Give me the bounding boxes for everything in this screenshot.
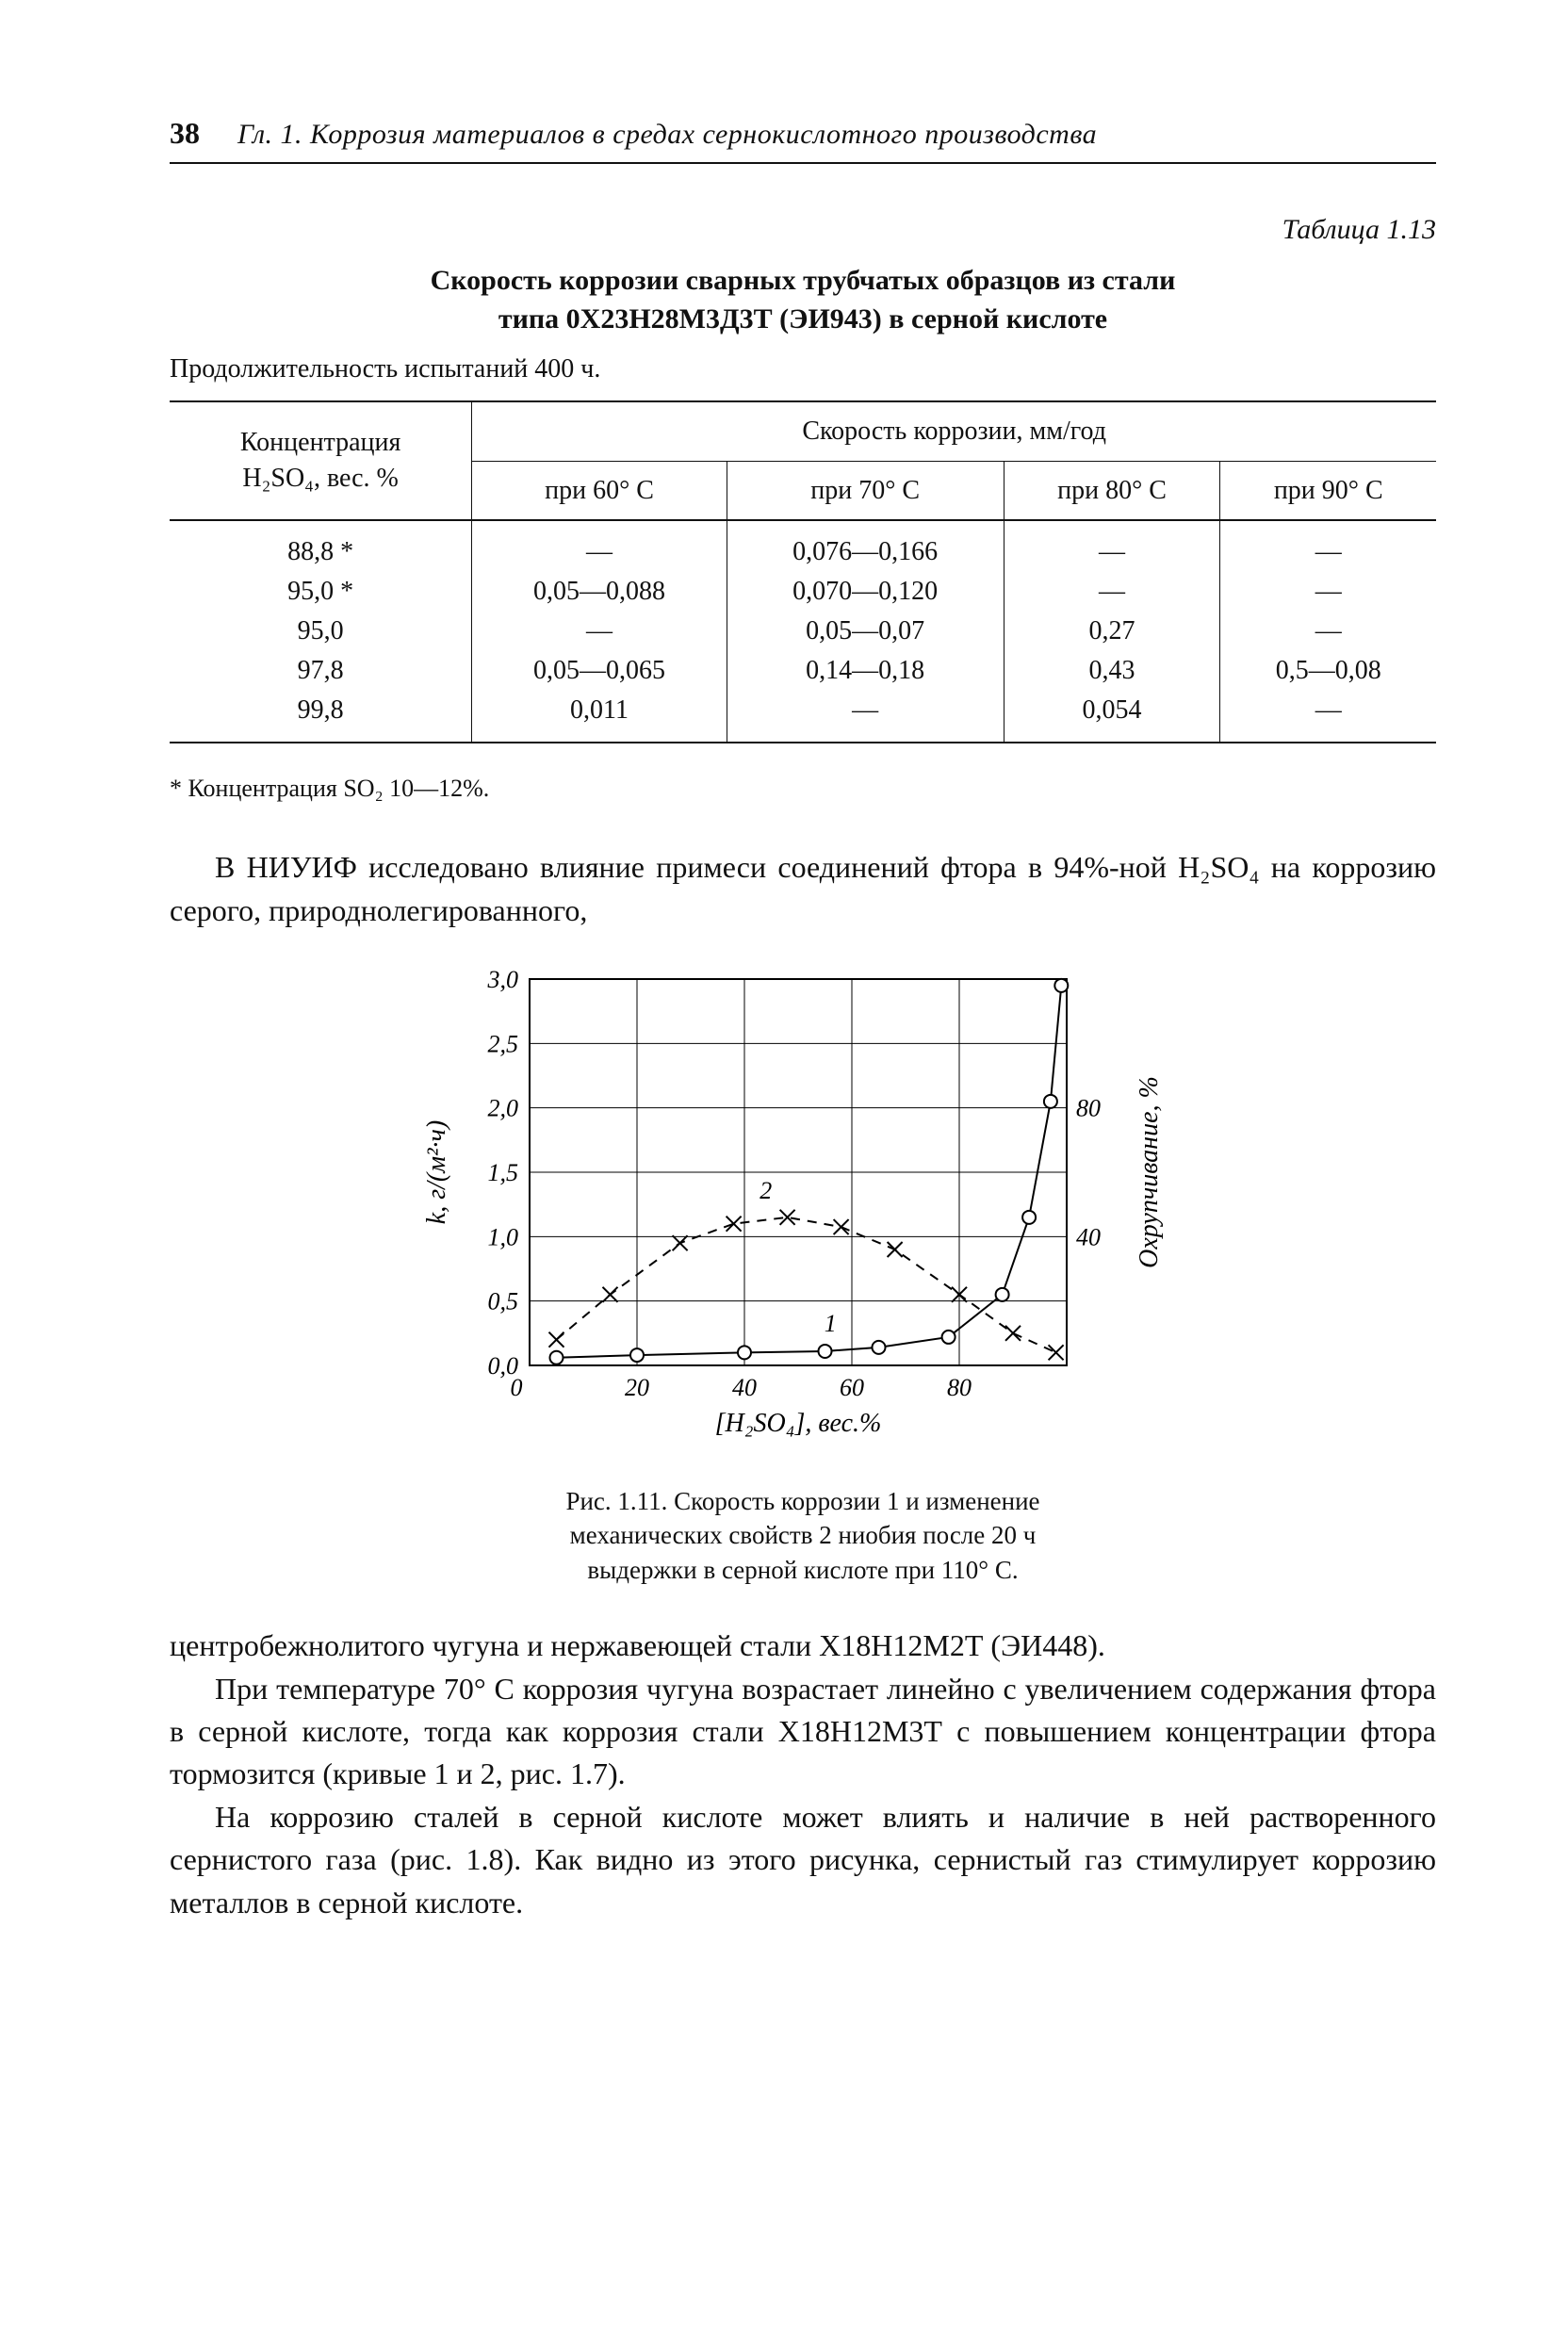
paragraph-1: В НИУИФ исследовано влияние примеси соед… xyxy=(170,846,1436,932)
figure-caption-l2: механических свойств 2 ниобия после 20 ч xyxy=(570,1521,1037,1549)
table-title-line1: Скорость коррозии сварных трубчатых обра… xyxy=(431,265,1176,296)
col-80: при 80° C xyxy=(1004,461,1220,520)
paragraph-4: На коррозию сталей в серной кислоте може… xyxy=(170,1796,1436,1924)
col-70: при 70° C xyxy=(727,461,1004,520)
corrosion-table: Концентрация H₂SO₄, вес. % Скорость корр… xyxy=(170,400,1436,744)
svg-text:k, г/(м²·ч): k, г/(м²·ч) xyxy=(422,1120,451,1224)
svg-text:40: 40 xyxy=(1076,1224,1101,1251)
paragraph-3-text: При температуре 70° C коррозия чугуна во… xyxy=(170,1672,1436,1791)
paragraph-3: При температуре 70° C коррозия чугуна во… xyxy=(170,1668,1436,1796)
chart-svg: 2040608000,00,51,01,52,02,53,04080k, г/(… xyxy=(407,960,1199,1450)
table-row: 88,8 *95,0 *95,097,899,8—0,05—0,088—0,05… xyxy=(170,520,1436,743)
svg-text:1: 1 xyxy=(825,1310,837,1337)
col-60: при 60° C xyxy=(472,461,727,520)
figure-caption-l3: выдержки в серной кислоте при 110° C. xyxy=(587,1556,1018,1584)
test-duration: Продолжительность испытаний 400 ч. xyxy=(170,351,1436,387)
svg-text:Охрупчивание, %: Охрупчивание, % xyxy=(1135,1077,1164,1269)
table-cell: ———0,5—0,08— xyxy=(1220,520,1436,743)
table-title-line2: типа 0Х23Н28М3Д3Т (ЭИ943) в серной кисло… xyxy=(498,303,1107,335)
svg-text:80: 80 xyxy=(1076,1095,1101,1122)
paragraph-4-text: На коррозию сталей в серной кислоте може… xyxy=(170,1800,1436,1919)
svg-text:60: 60 xyxy=(840,1374,864,1401)
svg-text:1,0: 1,0 xyxy=(488,1224,519,1251)
svg-text:[H₂SO₄], вес.%: [H₂SO₄], вес.% xyxy=(715,1409,882,1438)
figure-caption: Рис. 1.11. Скорость коррозии 1 и изменен… xyxy=(416,1484,1189,1587)
svg-text:3,0: 3,0 xyxy=(487,966,519,993)
svg-text:80: 80 xyxy=(947,1374,972,1401)
col-concentration-l1: Концентрация xyxy=(240,428,401,457)
paragraph-2-text: центробежнолитого чугуна и нержавеющей с… xyxy=(170,1628,1105,1662)
svg-text:2,0: 2,0 xyxy=(488,1095,519,1122)
svg-text:0,5: 0,5 xyxy=(488,1288,519,1315)
svg-text:2,5: 2,5 xyxy=(488,1031,519,1058)
svg-text:2: 2 xyxy=(760,1178,772,1205)
table-footnote: * Концентрация SO₂ 10—12%. xyxy=(170,772,1436,805)
table-label: Таблица 1.13 xyxy=(170,211,1436,250)
svg-text:0,0: 0,0 xyxy=(488,1352,519,1380)
table-title: Скорость коррозии сварных трубчатых обра… xyxy=(226,262,1380,338)
table-cell: ——0,270,430,054 xyxy=(1004,520,1220,743)
table-cell: 88,8 *95,0 *95,097,899,8 xyxy=(170,520,472,743)
running-title: Гл. 1. Коррозия материалов в средах серн… xyxy=(237,116,1097,155)
paragraph-1-text: В НИУИФ исследовано влияние примеси соед… xyxy=(170,850,1436,926)
table-cell: 0,076—0,1660,070—0,1200,05—0,070,14—0,18… xyxy=(727,520,1004,743)
running-head: 38 Гл. 1. Коррозия материалов в средах с… xyxy=(170,113,1436,155)
head-rule xyxy=(170,162,1436,164)
col-group-rate: Скорость коррозии, мм/год xyxy=(472,401,1436,461)
svg-text:1,5: 1,5 xyxy=(488,1159,519,1186)
svg-text:40: 40 xyxy=(732,1374,757,1401)
paragraph-2: центробежнолитого чугуна и нержавеющей с… xyxy=(170,1625,1436,1667)
col-90: при 90° C xyxy=(1220,461,1436,520)
table-cell: —0,05—0,088—0,05—0,0650,011 xyxy=(472,520,727,743)
page-number: 38 xyxy=(170,113,200,154)
figure-1-11: 2040608000,00,51,01,52,02,53,04080k, г/(… xyxy=(170,960,1436,1587)
col-concentration-l2: H₂SO₄, вес. % xyxy=(242,464,398,493)
col-concentration: Концентрация H₂SO₄, вес. % xyxy=(170,401,472,521)
figure-caption-l1: Рис. 1.11. Скорость коррозии 1 и изменен… xyxy=(565,1487,1039,1515)
svg-text:20: 20 xyxy=(625,1374,649,1401)
